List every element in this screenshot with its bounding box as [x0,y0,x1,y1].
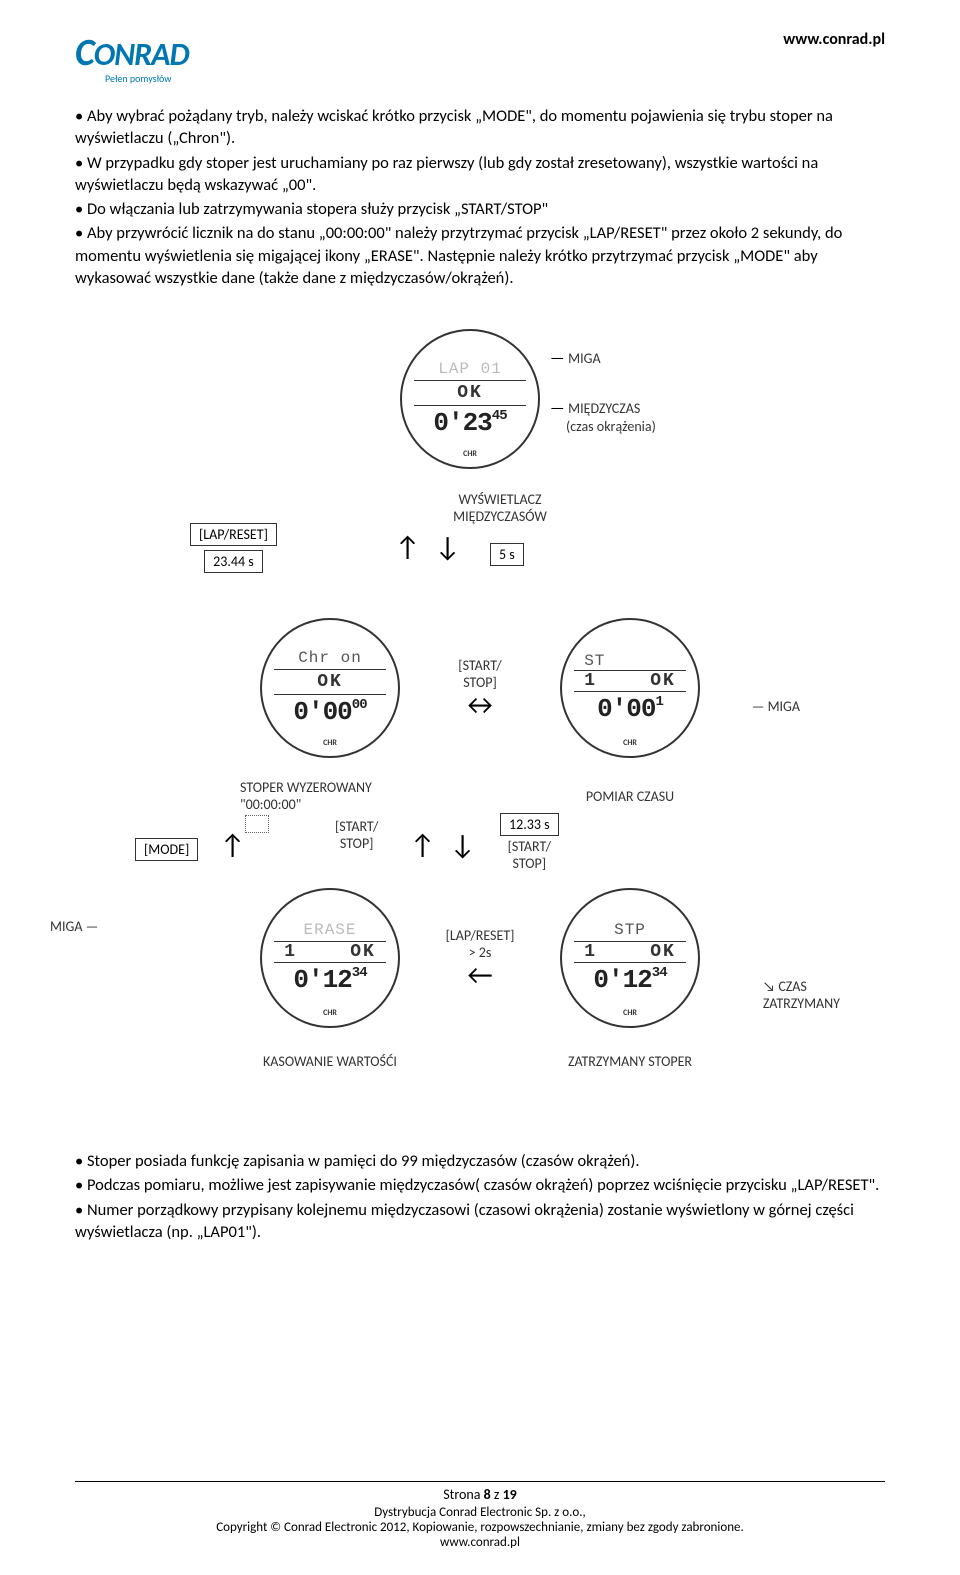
dial-lap-display: LAP 01 OK 0'2345 CHR [400,329,540,469]
label-2344: 23.44 s [204,550,263,573]
label-zatrzymany-stoper: ZATRZYMANY STOPER [530,1053,730,1070]
label-wyswietlacz: WYŚWIETLACZ MIĘDZYCZASÓW [120,491,880,525]
dial3a-line1: ERASE [274,921,386,942]
logo-text: CONRAD [75,30,189,76]
dial-zatrzymany: STP 1OK 0'1234 CHR [560,888,700,1028]
footer-line-3: www.conrad.pl [75,1535,885,1550]
dial3b-line1: STP [574,921,686,942]
dotted-marker [245,815,269,833]
line-to-miga: — MIGA [550,349,601,368]
label-miga-3: MIGA — [50,918,98,935]
dial1-line1: LAP 01 [414,360,526,381]
dial2a-line1: Chr on [274,649,386,670]
stopwatch-diagram: LAP 01 OK 0'2345 CHR — MIGA — MIĘDZYCZAS… [80,309,880,1070]
dial2b-line2: 1OK [574,671,686,692]
dial3a-line3: 0'1234 [293,963,366,995]
body-paragraph-1: • Aby wybrać pożądany tryb, należy wcisk… [75,105,885,289]
dial3b-line2: 1OK [574,942,686,963]
label-start-stop-1: [START/ STOP] [458,657,501,691]
arrow-up-2: ↑ [220,831,245,859]
dial2a-line3: 0'0000 [293,695,366,727]
arrow-down-1: ↓ [435,533,460,561]
arrow-right-1: ↔ [462,691,498,719]
arrow-left-1: ← [467,961,492,989]
label-miga-2: — MIGA [752,698,800,715]
label-lap-reset-2s: [LAP/RESET] > 2s [446,927,515,961]
footer-line-2: Copyright © Conrad Electronic 2012, Kopi… [75,1520,885,1535]
bullet-7: • Numer porządkowy przypisany kolejnemu … [75,1199,885,1244]
label-1233: 12.33 s [500,813,559,836]
label-5s: 5 s [490,543,524,566]
dial-kasowanie: ERASE 1OK 0'1234 CHR [260,888,400,1028]
bullet-5: • Stoper posiada funkcję zapisania w pam… [75,1150,885,1172]
label-kasowanie: KASOWANIE WARTOŚĆI [230,1053,430,1070]
label-mode: [MODE] [135,838,198,861]
header: CONRAD Pełen pomysłów www.conrad.pl [75,30,885,85]
dial2b-line3: 0'001 [597,692,663,724]
dial3b-line3: 0'1234 [593,963,666,995]
label-stoper-wyzerowany: STOPER WYZEROWANY "00:00:00" [240,779,420,813]
line-to-miedzy: — MIĘDZYCZAS (czas okrążenia) [550,399,656,435]
footer: Strona 8 z 19 Dystrybucja Conrad Electro… [75,1481,885,1550]
bullet-3: • Do włączania lub zatrzymywania stopera… [75,198,885,220]
dial-pomiar-czasu: ST 1OK 0'001 CHR [560,618,700,758]
dial3a-line2: 1OK [274,942,386,963]
arrow-up-3: ↑ [410,831,435,859]
label-czas-zatrzymany: ↘ CZAS ZATRZYMANY [763,978,840,1012]
bullet-2: • W przypadku gdy stoper jest uruchamian… [75,152,885,197]
footer-line-1: Dystrybucja Conrad Electronic Sp. z o.o.… [75,1505,885,1520]
label-lap-reset: [LAP/RESET] [190,523,277,546]
dial2a-line2: OK [274,670,386,695]
dial2b-line1: ST [574,652,686,671]
logo-subtitle: Pełen pomysłów [105,72,189,85]
dial1-line2: OK [414,381,526,406]
bullet-4: • Aby przywrócić licznik na do stanu „00… [75,222,885,289]
dial1-chr: CHR [463,449,477,459]
header-url: www.conrad.pl [783,30,885,49]
dial-stoper-wyzerowany: Chr on OK 0'0000 CHR [260,618,400,758]
label-start-stop-2: [START/ STOP] [335,818,378,852]
bullet-6: • Podczas pomiaru, możliwe jest zapisywa… [75,1174,885,1196]
arrow-down-2: ↓ [450,831,475,859]
label-start-stop-3: [START/ STOP] [508,838,551,872]
label-pomiar-czasu: POMIAR CZASU [540,788,720,805]
bullet-1: • Aby wybrać pożądany tryb, należy wcisk… [75,105,885,150]
logo: CONRAD Pełen pomysłów [75,30,189,85]
dial1-line3: 0'2345 [433,406,506,438]
footer-page-number: Strona 8 z 19 [75,1486,885,1503]
body-paragraph-2: • Stoper posiada funkcję zapisania w pam… [75,1150,885,1243]
arrow-up-1: ↑ [395,533,420,561]
